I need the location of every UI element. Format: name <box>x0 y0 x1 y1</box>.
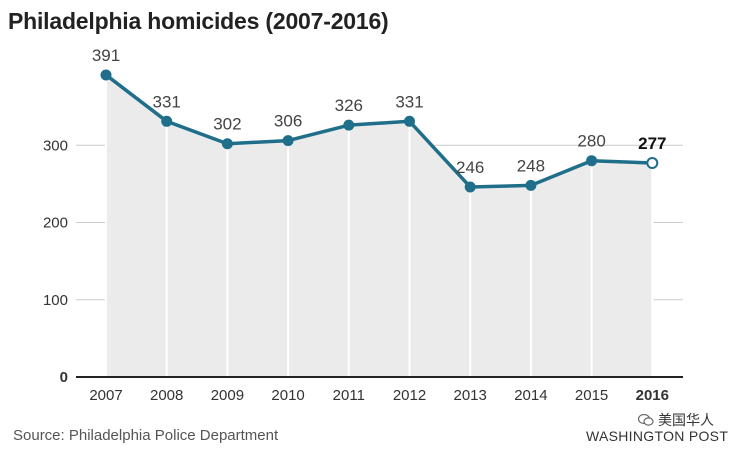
data-label: 248 <box>517 156 545 175</box>
data-point <box>221 138 233 150</box>
y-tick-label: 100 <box>43 292 68 309</box>
chart-title: Philadelphia homicides (2007-2016) <box>8 8 389 34</box>
watermark: 美国华人 <box>638 410 714 430</box>
data-label: 331 <box>395 92 423 111</box>
data-point <box>646 157 659 170</box>
data-label: 306 <box>274 112 302 131</box>
area-fill <box>106 74 653 377</box>
x-axis: 2007 2008 2009 2010 2011 2012 2013 2014 2015 2016 <box>89 387 669 404</box>
data-labels: 391 331 302 306 326 331 246 248 280 277 <box>92 46 667 177</box>
x-tick-label: 2007 <box>89 387 122 404</box>
data-point <box>586 155 598 167</box>
data-point <box>100 69 112 81</box>
x-tick-label: 2008 <box>150 387 183 404</box>
x-tick-label: 2010 <box>271 387 304 404</box>
x-tick-label: 2014 <box>514 387 547 404</box>
y-tick-label: 300 <box>43 137 68 154</box>
source-note: Source: Philadelphia Police Department <box>13 427 279 444</box>
data-label: 277 <box>638 134 666 153</box>
data-label: 391 <box>92 46 120 65</box>
data-label: 246 <box>456 158 484 177</box>
y-tick-label: 200 <box>43 215 68 232</box>
y-tick-label: 0 <box>60 369 68 386</box>
data-point <box>161 115 173 127</box>
data-point <box>464 181 476 193</box>
x-tick-label: 2015 <box>575 387 608 404</box>
wechat-icon <box>638 413 654 426</box>
data-label: 280 <box>577 132 605 151</box>
x-tick-label: 2013 <box>454 387 487 404</box>
data-label: 331 <box>153 92 181 111</box>
year-dividers <box>105 74 654 377</box>
data-point <box>282 135 294 147</box>
area-shape <box>106 74 653 377</box>
data-point <box>525 179 537 191</box>
x-tick-label: 2009 <box>211 387 244 404</box>
data-points <box>100 69 659 193</box>
data-label: 326 <box>335 96 363 115</box>
x-tick-label: 2016 <box>636 387 669 404</box>
publisher-credit: WASHINGTON POST <box>586 428 729 444</box>
y-axis: 0 100 200 300 <box>43 137 68 386</box>
watermark-text: 美国华人 <box>658 412 714 428</box>
data-point <box>343 119 355 131</box>
data-point <box>404 115 415 127</box>
series-line <box>104 73 653 189</box>
x-tick-label: 2011 <box>333 387 365 404</box>
series-line-path <box>104 73 653 189</box>
x-tick-label: 2012 <box>393 387 426 404</box>
data-label: 302 <box>213 115 241 134</box>
